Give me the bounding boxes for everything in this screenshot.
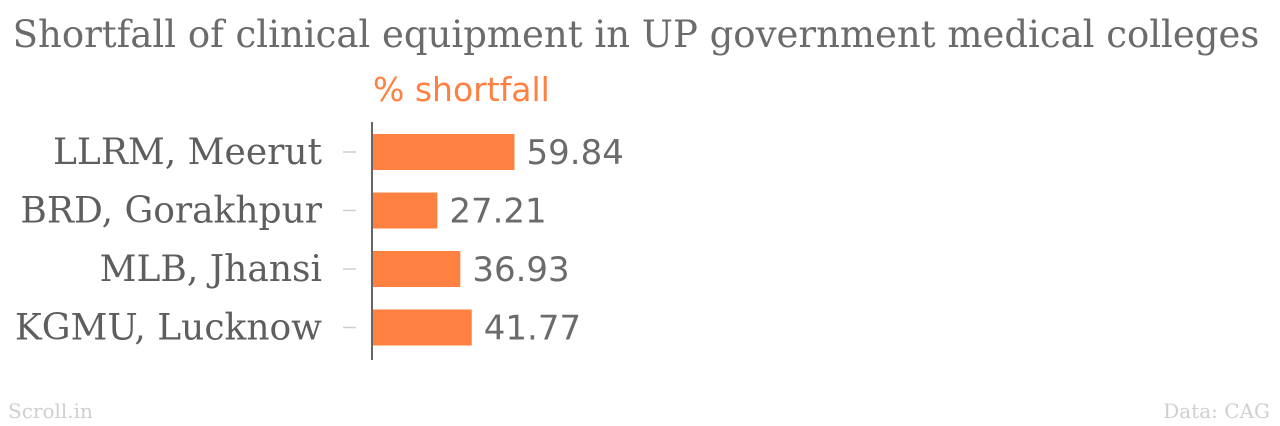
value-label: 36.93 bbox=[472, 250, 569, 290]
category-label: MLB, Jhansi bbox=[100, 249, 322, 290]
category-label: LLRM, Meerut bbox=[53, 132, 323, 173]
chart-title: Shortfall of clinical equipment in UP go… bbox=[13, 13, 1260, 56]
bar bbox=[373, 192, 438, 229]
data-credit: Data: CAG bbox=[1163, 399, 1270, 423]
category-label: KGMU, Lucknow bbox=[15, 308, 322, 349]
series-label: % shortfall bbox=[373, 70, 550, 109]
bar bbox=[373, 251, 461, 287]
category-label: BRD, Gorakhpur bbox=[20, 191, 322, 232]
value-label: 41.77 bbox=[484, 309, 581, 349]
bar bbox=[373, 134, 515, 170]
source-credit: Scroll.in bbox=[8, 399, 93, 423]
value-label: 27.21 bbox=[449, 192, 546, 232]
bar bbox=[373, 309, 472, 346]
bars-group: LLRM, Meerut 59.84 BRD, Gorakhpur 27.21 MLB,… bbox=[15, 132, 624, 349]
value-label: 59.84 bbox=[527, 133, 624, 173]
